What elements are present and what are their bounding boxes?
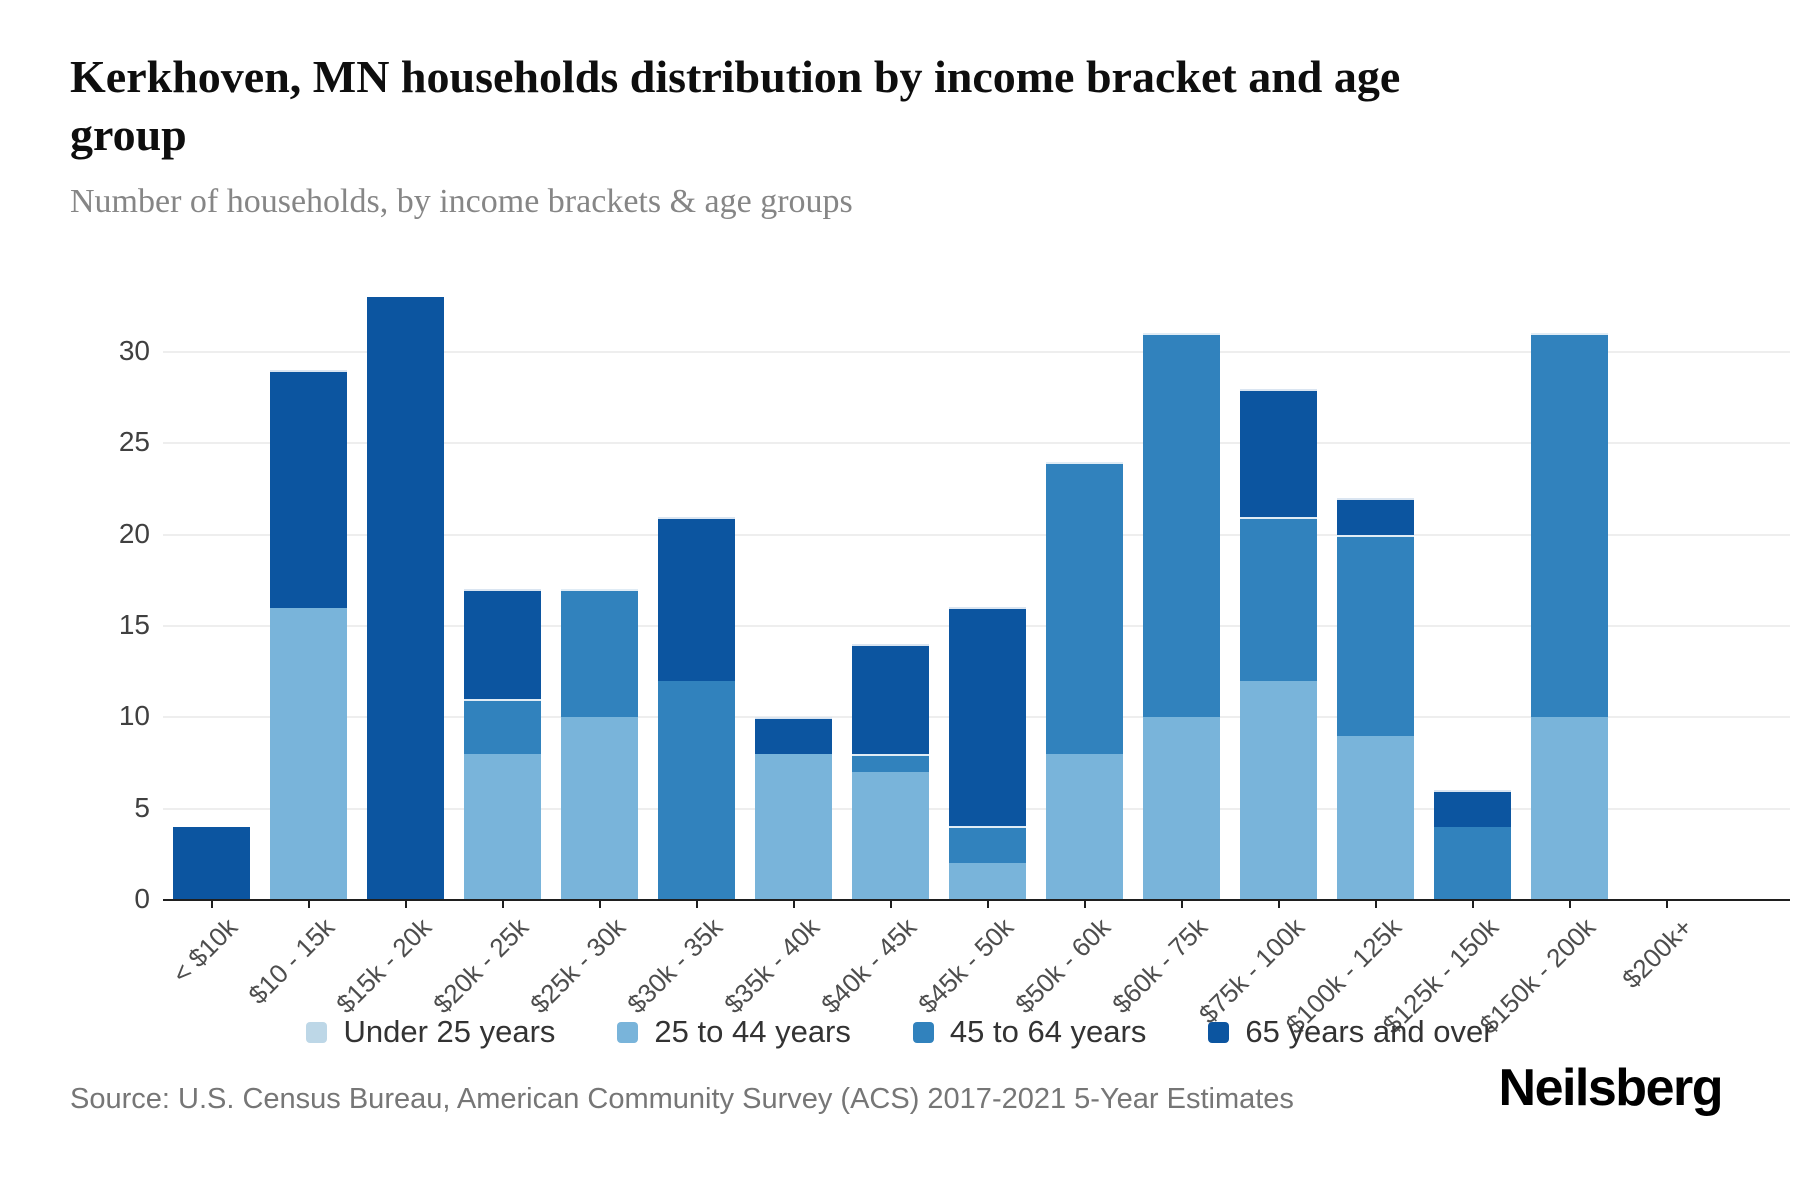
- x-axis-tick-label: $45k - 50k: [912, 912, 1020, 1020]
- y-axis-tick-label: 25: [118, 426, 150, 457]
- bar-segment[interactable]: [1143, 333, 1220, 717]
- legend-item-65-and-over[interactable]: 65 years and over: [1208, 1014, 1494, 1050]
- y-axis-tick-label: 5: [134, 792, 150, 823]
- x-axis-tick: [1569, 901, 1571, 908]
- bar-segment[interactable]: [1240, 389, 1317, 517]
- y-axis-tick-label: 10: [118, 700, 150, 731]
- x-axis-tick-label: $25k - 30k: [524, 912, 632, 1020]
- x-axis-tick-label: $20k - 25k: [427, 912, 535, 1020]
- bar-segment[interactable]: [1046, 754, 1123, 900]
- legend-label: 45 to 64 years: [949, 1014, 1147, 1049]
- bar-segment[interactable]: [949, 607, 1026, 826]
- x-axis-tick: [890, 901, 892, 908]
- bar-segment[interactable]: [1337, 498, 1414, 535]
- bar-segment[interactable]: [561, 717, 638, 900]
- bar-segment[interactable]: [1337, 535, 1414, 736]
- x-axis-tick-label: $40k - 45k: [815, 912, 923, 1020]
- legend-label: 25 to 44 years: [654, 1014, 851, 1049]
- x-axis-tick: [308, 901, 310, 908]
- y-axis-tick-label: 15: [118, 609, 150, 640]
- bar-segment[interactable]: [561, 589, 638, 717]
- bar-segment[interactable]: [658, 517, 735, 681]
- bar-segment[interactable]: [1337, 736, 1414, 900]
- x-axis-tick-label: $100k - 125k: [1279, 912, 1408, 1040]
- bar-segment[interactable]: [1531, 717, 1608, 900]
- x-axis-tick: [696, 901, 698, 908]
- x-axis-tick-label: $125k - 150k: [1376, 912, 1505, 1040]
- legend-swatch-under-25: [306, 1021, 328, 1043]
- bar-segment[interactable]: [1240, 517, 1317, 681]
- legend-label: 65 years and over: [1245, 1014, 1494, 1049]
- y-gridline: [163, 351, 1790, 353]
- bar-segment[interactable]: [367, 297, 444, 900]
- x-axis-tick-label: $60k - 75k: [1106, 912, 1214, 1020]
- bar-segment[interactable]: [464, 754, 541, 900]
- x-axis-tick: [987, 901, 989, 908]
- x-axis-tick-label: $15k - 20k: [330, 912, 438, 1020]
- chart-title: Kerkhoven, MN households distribution by…: [70, 51, 1401, 160]
- x-axis-tick: [1375, 901, 1377, 908]
- legend-swatch-45-to-64: [912, 1021, 934, 1043]
- bar-segment[interactable]: [852, 772, 929, 900]
- bar-segment[interactable]: [852, 644, 929, 754]
- bar-segment[interactable]: [658, 681, 735, 900]
- y-axis-tick-label: 20: [118, 518, 150, 549]
- x-axis-tick-label: $35k - 40k: [718, 912, 826, 1020]
- bar-segment[interactable]: [755, 717, 832, 754]
- bar-segment[interactable]: [464, 699, 541, 754]
- x-axis-tick-label: $75k - 100k: [1192, 912, 1311, 1030]
- y-axis-tick-label: 30: [118, 335, 150, 366]
- legend-swatch-25-to-44: [617, 1021, 639, 1043]
- x-axis-line: [163, 899, 1790, 901]
- legend-swatch-65-and-over: [1208, 1021, 1230, 1043]
- x-axis-tick: [793, 901, 795, 908]
- x-axis-tick: [1666, 901, 1668, 908]
- bar-segment[interactable]: [270, 608, 347, 900]
- bar-segment[interactable]: [755, 754, 832, 900]
- x-axis-tick-label: $50k - 60k: [1009, 912, 1117, 1020]
- x-axis-tick: [211, 901, 213, 908]
- brand-logo: Neilsberg: [1498, 1059, 1724, 1117]
- source-attribution: Source: U.S. Census Bureau, American Com…: [70, 1083, 1294, 1115]
- bar-segment[interactable]: [949, 826, 1026, 863]
- x-axis-tick: [1084, 901, 1086, 908]
- bar-segment[interactable]: [270, 370, 347, 608]
- x-axis-tick: [1181, 901, 1183, 908]
- bar-segment[interactable]: [949, 863, 1026, 900]
- legend-item-45-to-64[interactable]: 45 to 64 years: [912, 1014, 1147, 1050]
- x-axis-tick-label: $10 - 15k: [242, 912, 341, 1010]
- legend-item-25-to-44[interactable]: 25 to 44 years: [617, 1014, 851, 1050]
- x-axis-tick-label: < $10k: [166, 912, 244, 989]
- bar-segment[interactable]: [1531, 333, 1608, 717]
- y-gridline: [163, 534, 1790, 536]
- x-axis-tick: [502, 901, 504, 908]
- bar-segment[interactable]: [1240, 681, 1317, 900]
- x-axis-tick-label: $30k - 35k: [621, 912, 729, 1020]
- bar-segment[interactable]: [1434, 827, 1511, 900]
- bar-segment[interactable]: [1046, 462, 1123, 754]
- bar-segment[interactable]: [464, 589, 541, 699]
- bar-segment[interactable]: [1143, 717, 1220, 900]
- x-axis-tick: [1278, 901, 1280, 908]
- y-axis-tick-label: 0: [134, 883, 150, 914]
- legend-label: Under 25 years: [343, 1014, 556, 1049]
- legend-item-under-25[interactable]: Under 25 years: [306, 1014, 555, 1050]
- x-axis-tick: [405, 901, 407, 908]
- y-gridline: [163, 442, 1790, 444]
- x-axis-tick: [1472, 901, 1474, 908]
- legend: Under 25 years 25 to 44 years 45 to 64 y…: [0, 1008, 1800, 1056]
- bar-segment[interactable]: [852, 754, 929, 772]
- chart-subtitle: Number of households, by income brackets…: [70, 183, 853, 220]
- x-axis-tick: [599, 901, 601, 908]
- bar-segment[interactable]: [1434, 790, 1511, 827]
- bar-segment[interactable]: [173, 827, 250, 900]
